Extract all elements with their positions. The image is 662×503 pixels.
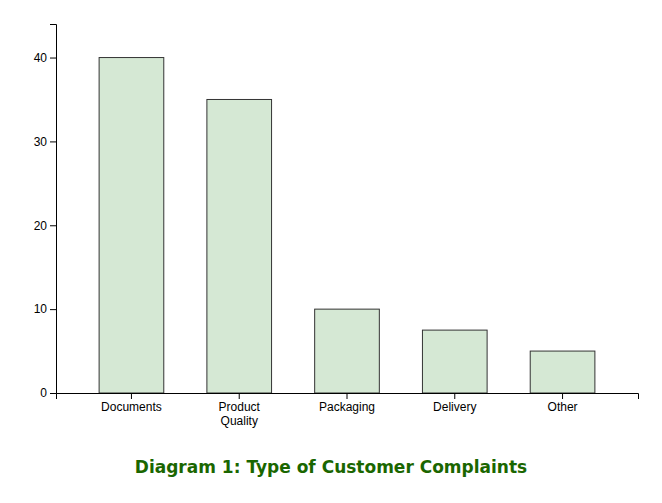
x-tick-label: Other: [548, 400, 578, 414]
y-tick-mark: [50, 58, 56, 59]
x-tick: Delivery: [433, 393, 476, 414]
y-tick: 10: [34, 302, 56, 316]
x-tick: Other: [548, 393, 578, 414]
y-tick: 40: [34, 51, 56, 65]
y-tick: 0: [40, 386, 56, 400]
x-tick: ProductQuality: [219, 393, 261, 428]
x-tick-label: Delivery: [433, 400, 476, 414]
y-tick-label: 40: [34, 51, 48, 65]
x-tick-mark: [347, 393, 348, 399]
y-axis: 0 10 20 30 40: [34, 25, 57, 401]
y-tick-mark: [50, 393, 56, 394]
x-tick-label: Documents: [101, 400, 162, 414]
y-tick: 20: [34, 219, 56, 233]
x-axis: Documents ProductQuality Packaging Delivery…: [57, 393, 639, 428]
bar: [422, 330, 487, 393]
chart-svg: 0 10 20 30 40 Documents ProductQuality Packagin…: [0, 0, 662, 503]
bar: [530, 351, 595, 393]
x-tick-mark: [562, 393, 563, 399]
y-axis-line: [50, 25, 57, 394]
y-tick-label: 0: [40, 386, 47, 400]
x-tick-mark: [131, 393, 132, 399]
x-tick-label: ProductQuality: [219, 400, 261, 428]
y-tick: 30: [34, 135, 56, 149]
bar: [315, 309, 380, 393]
x-axis-line: [57, 394, 639, 400]
y-tick-label: 10: [34, 302, 48, 316]
bars: [99, 58, 595, 393]
bar: [207, 99, 272, 393]
y-tick-mark: [50, 225, 56, 226]
x-tick-mark: [239, 393, 240, 399]
y-tick-mark: [50, 141, 56, 142]
x-tick-label: Packaging: [319, 400, 375, 414]
plot-area: 0 10 20 30 40 Documents ProductQuality Packagin…: [34, 25, 639, 428]
x-tick-mark: [454, 393, 455, 399]
y-tick-label: 20: [34, 219, 48, 233]
x-tick: Documents: [101, 393, 162, 414]
y-tick-label: 30: [34, 135, 48, 149]
bar: [99, 58, 164, 393]
chart-title: Diagram 1: Type of Customer Complaints: [135, 457, 527, 477]
y-tick-mark: [50, 309, 56, 310]
x-tick: Packaging: [319, 393, 375, 414]
